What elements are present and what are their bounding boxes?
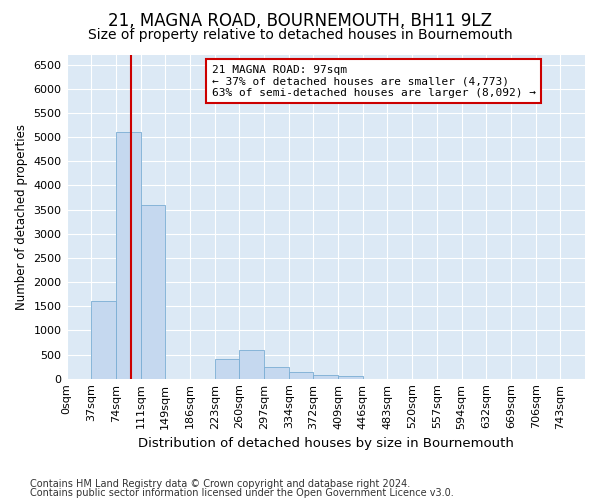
Text: 21, MAGNA ROAD, BOURNEMOUTH, BH11 9LZ: 21, MAGNA ROAD, BOURNEMOUTH, BH11 9LZ <box>108 12 492 30</box>
Y-axis label: Number of detached properties: Number of detached properties <box>15 124 28 310</box>
Text: Size of property relative to detached houses in Bournemouth: Size of property relative to detached ho… <box>88 28 512 42</box>
Bar <box>116 132 140 378</box>
Bar <box>289 372 313 378</box>
Text: Contains HM Land Registry data © Crown copyright and database right 2024.: Contains HM Land Registry data © Crown c… <box>30 479 410 489</box>
Bar <box>215 360 239 378</box>
Text: Contains public sector information licensed under the Open Government Licence v3: Contains public sector information licen… <box>30 488 454 498</box>
Bar <box>264 366 289 378</box>
Text: 21 MAGNA ROAD: 97sqm
← 37% of detached houses are smaller (4,773)
63% of semi-de: 21 MAGNA ROAD: 97sqm ← 37% of detached h… <box>212 64 536 98</box>
Bar <box>338 376 363 378</box>
X-axis label: Distribution of detached houses by size in Bournemouth: Distribution of detached houses by size … <box>138 437 514 450</box>
Bar <box>140 205 165 378</box>
Bar <box>91 302 116 378</box>
Bar <box>239 350 264 378</box>
Bar <box>313 375 338 378</box>
